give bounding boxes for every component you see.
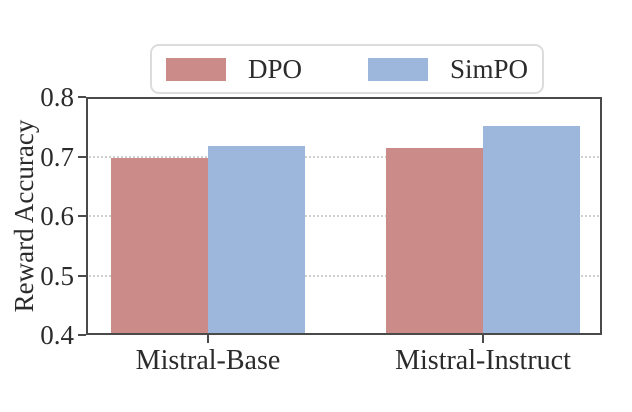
x-tick-mark xyxy=(207,335,209,343)
y-tick-mark xyxy=(78,96,86,98)
gridline-0.7 xyxy=(86,155,602,158)
bar-simpo-0 xyxy=(208,145,305,335)
y-tick-label: 0.8 xyxy=(40,82,74,112)
gridline-0.6 xyxy=(86,215,602,217)
y-tick-label: 0.5 xyxy=(40,260,74,291)
x-tick-label-1: Mistral-Instruct xyxy=(395,345,571,376)
legend-item-dpo: DPO xyxy=(166,54,302,84)
y-tick-label: 0.6 xyxy=(40,201,74,231)
y-tick-mark xyxy=(78,334,86,336)
bar-simpo-1 xyxy=(483,126,580,335)
y-tick-mark xyxy=(78,215,86,217)
x-tick-mark xyxy=(482,335,484,343)
legend-item-simpo: SimPO xyxy=(367,54,528,84)
y-tick-mark xyxy=(78,274,86,277)
y-tick-label: 0.7 xyxy=(40,141,74,172)
x-tick-label-0: Mistral-Base xyxy=(135,345,281,376)
bar-dpo-1 xyxy=(386,147,483,335)
legend-swatch-simpo xyxy=(367,57,428,81)
gridline-0.5 xyxy=(86,274,602,277)
bar-dpo-0 xyxy=(111,158,208,335)
legend-label-dpo: DPO xyxy=(248,54,303,84)
y-tick-mark xyxy=(78,155,86,158)
y-tick-label: 0.4 xyxy=(40,320,74,350)
legend-swatch-dpo xyxy=(166,57,226,81)
legend-label-simpo: SimPO xyxy=(449,54,528,84)
chart-legend: DPO SimPO xyxy=(150,44,544,94)
